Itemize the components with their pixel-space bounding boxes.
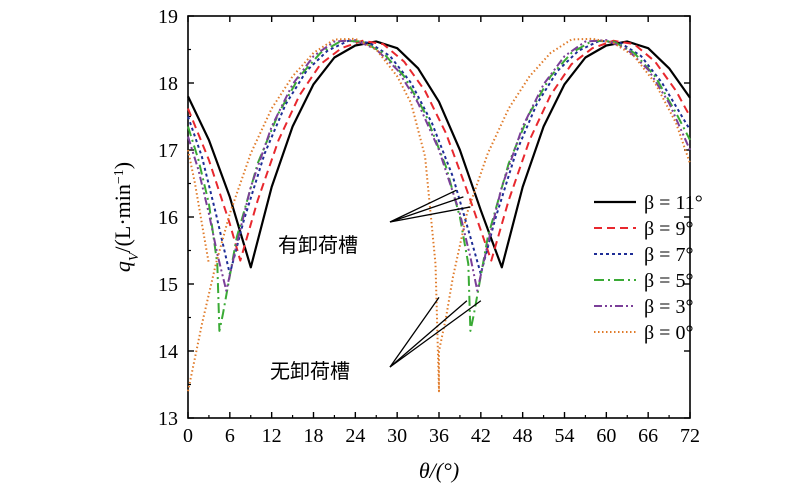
x-tick-label: 6	[225, 425, 235, 447]
y-tick-label: 19	[158, 6, 178, 28]
y-axis-title-sub: V	[127, 251, 142, 261]
y-axis-title-close: )	[110, 162, 135, 169]
y-tick-label: 17	[158, 140, 178, 162]
legend: β = 11° β = 9° β = 7° β = 5° β = 3° β = 0°	[594, 192, 703, 344]
annotation-leader-line	[389, 196, 464, 223]
x-tick-label: 0	[183, 425, 193, 447]
y-tick-label: 15	[158, 274, 178, 296]
legend-label-beta-0: β = 0°	[644, 322, 693, 344]
annotation-leader-line	[389, 300, 468, 368]
legend-label-beta-11: β = 11°	[644, 192, 703, 214]
y-axis-title: qV/(L·min−1)	[110, 162, 142, 272]
x-tick-label: 42	[471, 425, 491, 447]
series-layer	[187, 37, 691, 393]
y-axis-title-q: q	[110, 261, 135, 272]
annotation-label: 无卸荷槽	[270, 359, 350, 383]
x-tick-label: 54	[555, 425, 575, 447]
x-tick-label: 66	[638, 425, 658, 447]
y-axis-ticks: 13 14 15 16 17 18 19	[158, 6, 690, 430]
x-tick-label: 36	[429, 425, 449, 447]
x-tick-label: 24	[345, 425, 365, 447]
x-tick-label: 72	[680, 425, 700, 447]
y-tick-label: 14	[158, 341, 178, 363]
x-tick-label: 60	[596, 425, 616, 447]
y-tick-label: 16	[158, 207, 178, 229]
series-line-beta-9	[187, 39, 691, 262]
series-line-beta-0	[187, 37, 691, 393]
x-axis-title: θ/(°)	[419, 458, 459, 483]
x-tick-label: 30	[387, 425, 407, 447]
x-tick-label: 48	[513, 425, 533, 447]
legend-label-beta-9: β = 9°	[644, 218, 693, 240]
series-line-beta-11	[187, 40, 691, 269]
legend-label-beta-3: β = 3°	[644, 296, 693, 318]
y-tick-label: 13	[158, 408, 178, 430]
annotation-leader-line	[389, 300, 482, 368]
series-line-beta-7	[187, 39, 691, 275]
x-tick-label: 18	[304, 425, 324, 447]
annotation-leader-line	[389, 189, 457, 223]
y-axis-title-unit: /(L·min	[110, 184, 135, 252]
legend-label-beta-7: β = 7°	[644, 244, 693, 266]
annotation-label: 有卸荷槽	[278, 233, 358, 257]
annotation-leader-line	[389, 297, 440, 368]
legend-label-beta-5: β = 5°	[644, 270, 693, 292]
series-line-beta-5	[187, 39, 691, 332]
x-tick-label: 12	[262, 425, 282, 447]
annotation-leader-line	[389, 206, 471, 223]
y-axis-title-sup: −1	[112, 169, 127, 184]
y-tick-label: 18	[158, 73, 178, 95]
x-axis-ticks: 0 6 12 18 24 30 36 42 48 54 60 66 72	[183, 16, 700, 447]
